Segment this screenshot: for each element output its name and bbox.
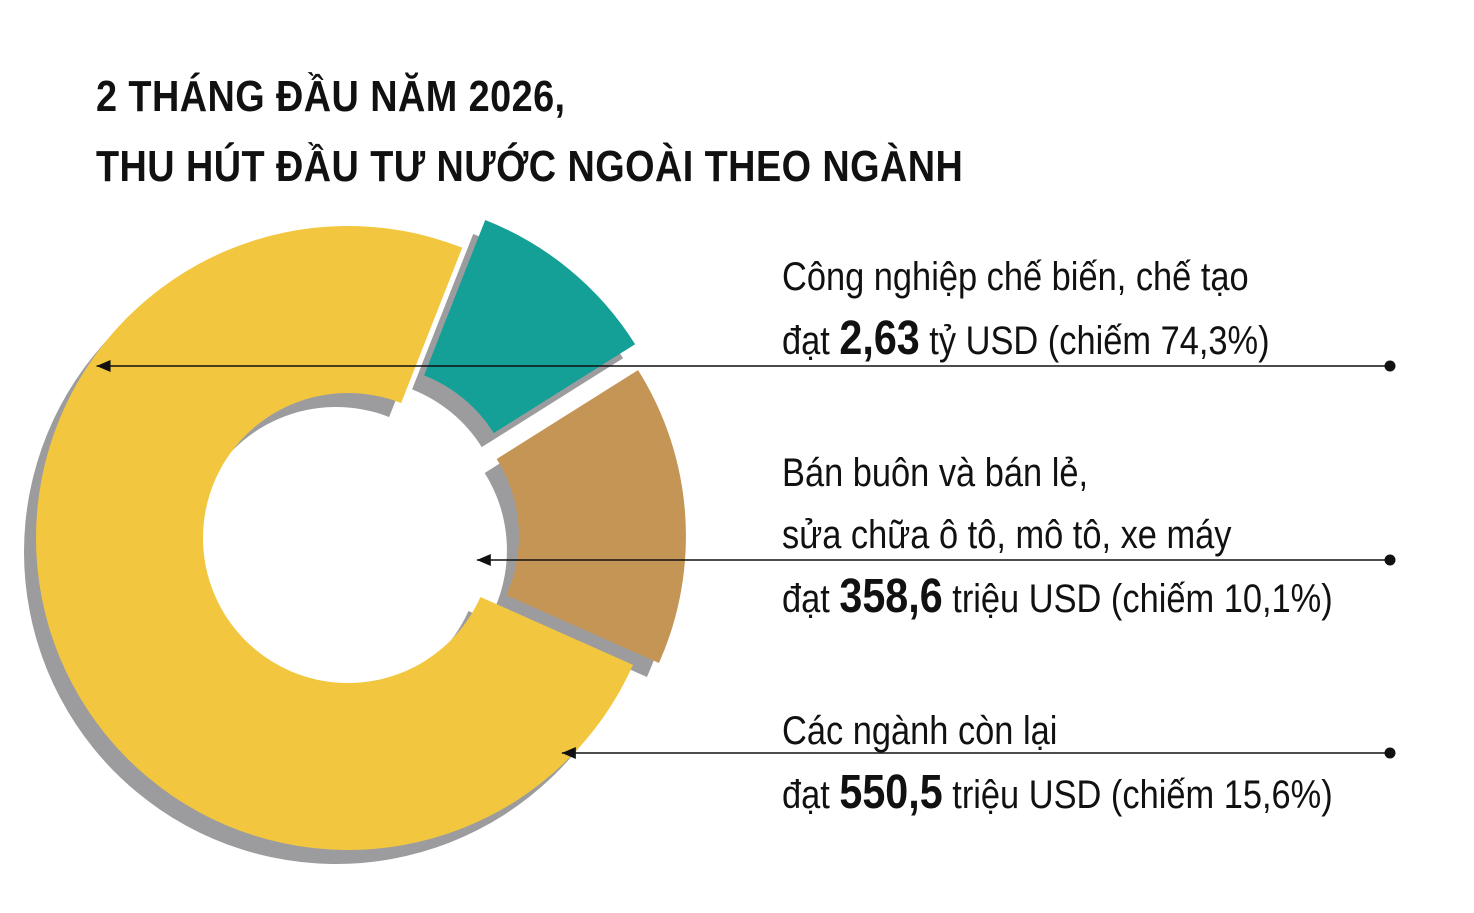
label-value-line: đạt 550,5 triệu USD (chiếm 15,6%) — [782, 762, 1333, 826]
slice-manufacturing — [36, 225, 634, 850]
leader-line-2 — [561, 747, 1396, 759]
arrowhead — [561, 747, 576, 759]
label-prefix: đạt — [782, 577, 830, 621]
label-suffix: tỷ USD (chiếm 74,3%) — [929, 319, 1270, 363]
legend-label-other-sectors: Các ngành còn lại đạt 550,5 triệu USD (c… — [782, 700, 1333, 826]
label-amount: 2,63 — [839, 312, 920, 365]
arrowhead — [476, 554, 491, 566]
label-value-line: đạt 358,6 triệu USD (chiếm 10,1%) — [782, 566, 1333, 630]
label-suffix: triệu USD (chiếm 15,6%) — [952, 773, 1333, 817]
label-amount: 550,5 — [839, 766, 943, 819]
slices — [36, 219, 686, 850]
leader-line-1 — [476, 554, 1396, 566]
chart-title-line-2: THU HÚT ĐẦU TƯ NƯỚC NGOÀI THEO NGÀNH — [96, 142, 964, 191]
leader-dot — [1384, 747, 1396, 759]
leader-lines — [96, 360, 1396, 759]
label-suffix: triệu USD (chiếm 10,1%) — [952, 577, 1333, 621]
leader-dot — [1384, 360, 1396, 372]
legend-label-wholesale-retail: Bán buôn và bán lẻ, sửa chữa ô tô, mô tô… — [782, 442, 1333, 630]
label-category: Công nghiệp chế biến, chế tạo — [782, 255, 1249, 299]
legend-label-manufacturing: Công nghiệp chế biến, chế tạo đạt 2,63 t… — [782, 246, 1270, 372]
leader-dot — [1384, 554, 1396, 566]
slice-other-sectors — [496, 370, 686, 664]
label-prefix: đạt — [782, 773, 830, 817]
label-category-line-2: sửa chữa ô tô, mô tô, xe máy — [782, 513, 1232, 557]
label-category: Bán buôn và bán lẻ, — [782, 451, 1089, 495]
chart-title: 2 THÁNG ĐẦU NĂM 2026, THU HÚT ĐẦU TƯ NƯỚ… — [96, 62, 963, 202]
label-amount: 358,6 — [839, 570, 943, 623]
chart-title-line-1: 2 THÁNG ĐẦU NĂM 2026, — [96, 72, 566, 121]
label-value-line: đạt 2,63 tỷ USD (chiếm 74,3%) — [782, 308, 1270, 372]
label-category: Các ngành còn lại — [782, 709, 1058, 753]
leader-line-0 — [96, 360, 1396, 372]
arrowhead — [96, 360, 111, 372]
slice-wholesale-retail — [424, 219, 636, 434]
label-prefix: đạt — [782, 319, 830, 363]
